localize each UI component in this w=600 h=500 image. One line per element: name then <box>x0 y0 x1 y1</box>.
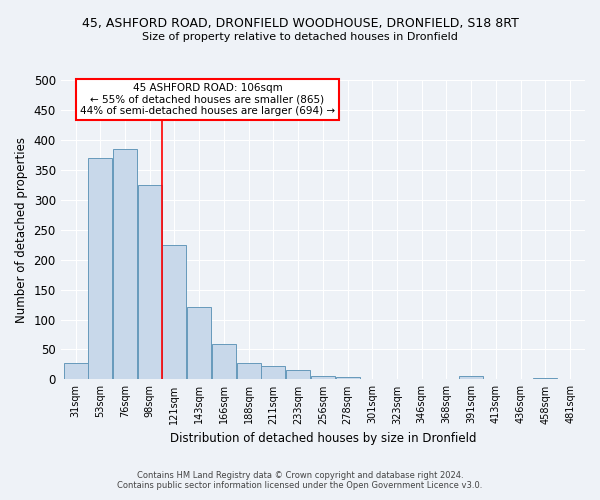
Bar <box>64 362 88 380</box>
Bar <box>88 158 112 380</box>
Bar <box>311 376 335 380</box>
Text: 45, ASHFORD ROAD, DRONFIELD WOODHOUSE, DRONFIELD, S18 8RT: 45, ASHFORD ROAD, DRONFIELD WOODHOUSE, D… <box>82 18 518 30</box>
Bar <box>212 344 236 380</box>
X-axis label: Distribution of detached houses by size in Dronfield: Distribution of detached houses by size … <box>170 432 476 445</box>
Bar <box>187 307 211 380</box>
Bar <box>335 377 359 380</box>
Y-axis label: Number of detached properties: Number of detached properties <box>15 136 28 322</box>
Bar <box>113 149 137 380</box>
Bar <box>236 362 260 380</box>
Text: Contains HM Land Registry data © Crown copyright and database right 2024.
Contai: Contains HM Land Registry data © Crown c… <box>118 470 482 490</box>
Bar <box>459 376 483 380</box>
Text: 45 ASHFORD ROAD: 106sqm
← 55% of detached houses are smaller (865)
44% of semi-d: 45 ASHFORD ROAD: 106sqm ← 55% of detache… <box>80 83 335 116</box>
Bar <box>138 185 161 380</box>
Bar <box>286 370 310 380</box>
Bar <box>262 366 286 380</box>
Text: Size of property relative to detached houses in Dronfield: Size of property relative to detached ho… <box>142 32 458 42</box>
Bar <box>533 378 557 380</box>
Bar <box>163 244 187 380</box>
